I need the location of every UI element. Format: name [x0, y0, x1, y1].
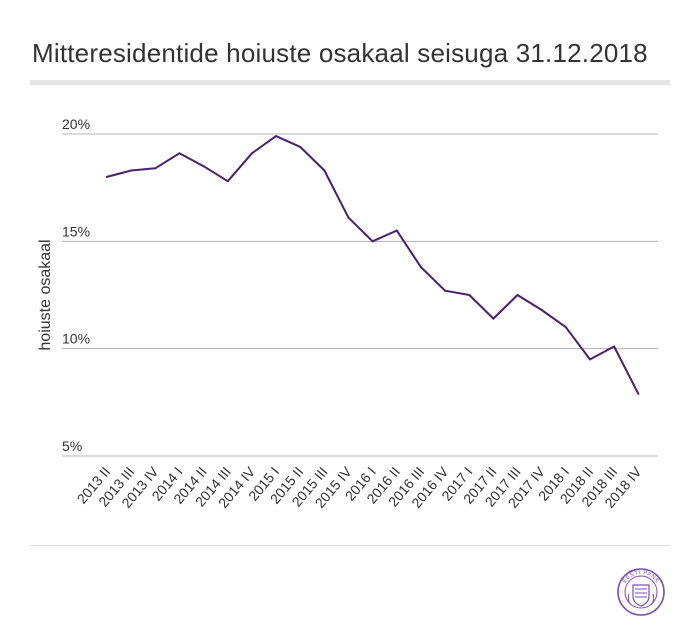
data-point [323, 169, 326, 172]
data-point [589, 358, 591, 361]
data-point [347, 216, 350, 219]
data-point [299, 145, 302, 148]
data-point [637, 392, 640, 395]
footer-divider [30, 545, 670, 546]
data-point [540, 309, 543, 312]
series-group [106, 135, 640, 395]
data-point [178, 152, 181, 155]
chart-title: Mitteresidentide hoiuste osakaal seisuga… [32, 38, 648, 68]
y-tick-label: 20% [62, 116, 90, 132]
data-point [275, 135, 278, 138]
data-point [106, 175, 108, 178]
data-point [154, 167, 157, 170]
data-point [226, 180, 229, 183]
data-point [371, 240, 374, 243]
y-axis-label: hoiuste osakaal [37, 239, 54, 350]
y-tick-label: 15% [62, 223, 90, 239]
grid-lines [62, 133, 658, 457]
data-point [444, 289, 447, 292]
estonian-bank-seal-icon: EESTI PANK [617, 568, 665, 616]
title-divider [30, 80, 670, 85]
data-point [202, 165, 205, 168]
y-tick-label: 5% [62, 438, 82, 454]
y-tick-label: 10% [62, 331, 90, 347]
data-point [419, 266, 422, 269]
data-point [516, 294, 519, 296]
data-point [468, 294, 471, 296]
data-point [395, 229, 398, 232]
svg-text:EESTI PANK: EESTI PANK [622, 570, 660, 584]
data-point [613, 345, 616, 348]
data-point [492, 317, 495, 320]
data-point [130, 169, 133, 172]
series-line [106, 135, 640, 395]
y-axis-ticks: 5% 10% 15% 20% [62, 116, 90, 454]
data-point [564, 326, 567, 329]
data-point [250, 152, 253, 155]
